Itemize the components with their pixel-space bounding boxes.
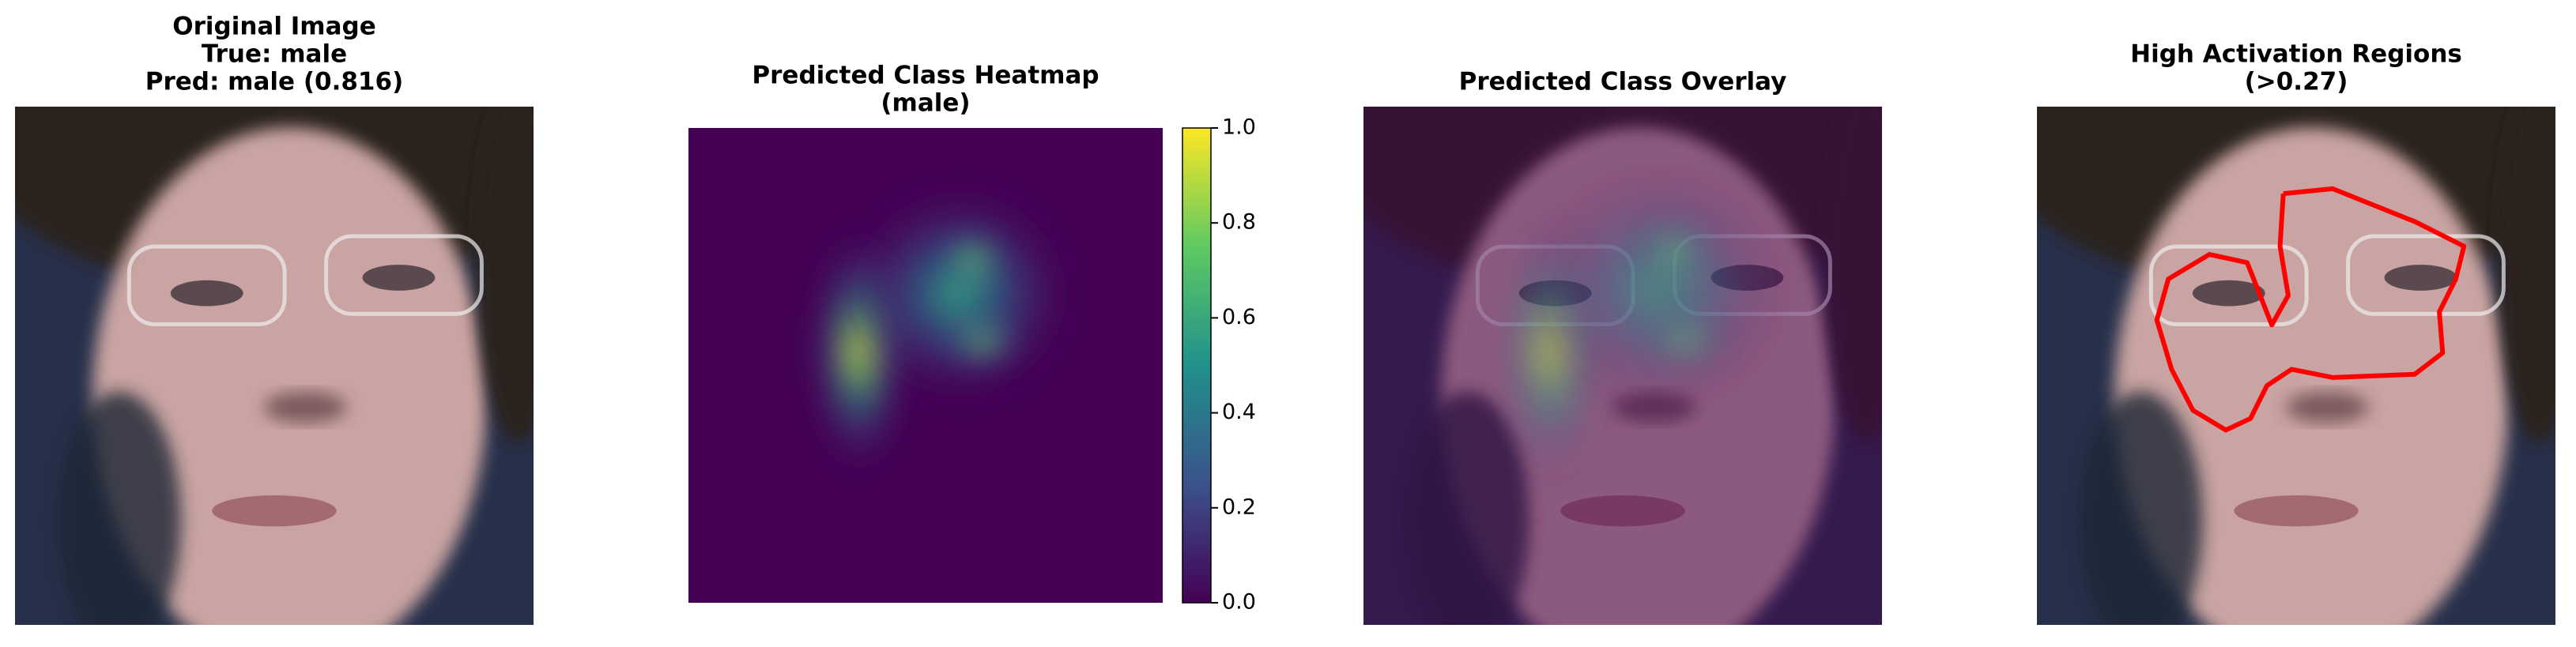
hair-right [1824,107,1882,444]
colorbar-tick-label: 0.6 [1222,305,1256,329]
panel-title: (>0.27) [2245,68,2348,96]
panel-title: High Activation Regions [2130,40,2462,69]
glasses [126,244,287,327]
eye [2192,280,2265,307]
colorbar-tick-label: 0.4 [1222,400,1256,424]
panel-image [2037,107,2555,625]
glasses [2346,234,2506,316]
hair-right [476,107,534,444]
nose-shadow [2285,391,2369,423]
panel-image [15,107,534,625]
panel-image [688,128,1163,603]
heat-blob [942,230,1004,292]
heat-blob [1530,167,1787,410]
panel-title: Predicted Class Overlay [1459,68,1787,96]
panel-title: Original Image [172,13,375,41]
face [92,127,487,625]
activation-contour [2154,186,2467,433]
cheek-shadow [2078,391,2203,625]
panel-title: True: male [202,40,347,69]
cheek-shadow [1405,391,1529,625]
heat-blob [1640,218,1709,286]
hair-right [2498,107,2555,444]
mouth [2234,495,2359,527]
heat-blob [945,316,1020,367]
glasses [324,234,484,316]
eye [362,265,436,291]
panel-title: Pred: male (0.816) [145,68,403,96]
mouth [1560,495,1685,527]
colorbar-tick-label: 0.8 [1222,210,1256,235]
glasses [2148,244,2309,327]
mouth [212,495,337,527]
colorbar [1182,127,1212,604]
heat-blob [841,182,1077,405]
panel-title: Predicted Class Heatmap [752,62,1099,90]
nose-shadow [263,391,347,423]
colorbar-tick-label: 1.0 [1222,115,1256,140]
cheek-shadow [56,391,181,625]
colorbar-tick-label: 0.0 [1222,590,1256,615]
eye [2384,265,2457,291]
face [2114,127,2509,625]
panel-title: (male) [881,89,970,118]
colorbar-tick-label: 0.2 [1222,495,1256,519]
eye [170,280,243,307]
panel-image [1363,107,1882,625]
heat-blob [1644,313,1726,367]
